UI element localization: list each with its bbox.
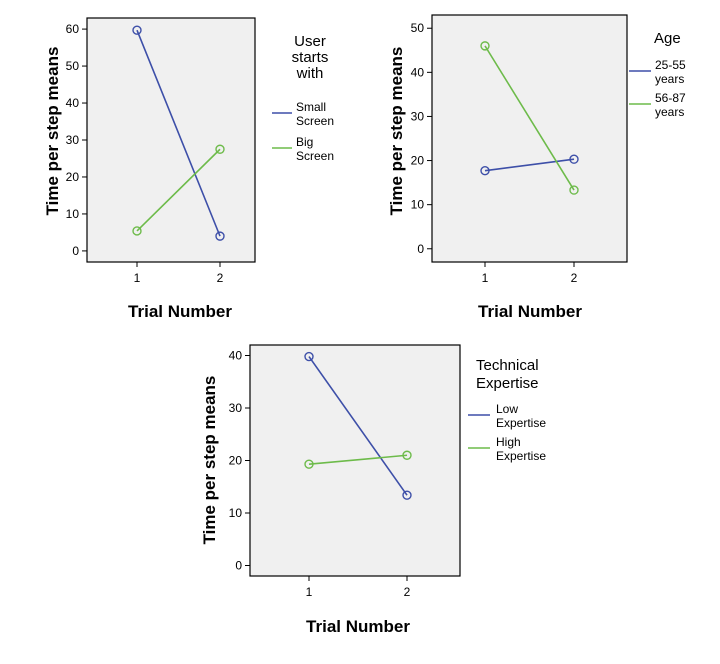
series-line-56-87-years: [484, 45, 575, 191]
y-axis-label: Time per step means: [200, 376, 219, 545]
legend-entry-label: Expertise: [496, 416, 546, 430]
legend-title: with: [296, 65, 324, 82]
series-line-25-55-years: [484, 158, 575, 172]
legend-entry-label: Expertise: [496, 449, 546, 463]
x-tick-label: 2: [217, 271, 224, 285]
legend-entry-label: 56-87: [655, 91, 686, 105]
y-tick-label: 50: [411, 21, 425, 35]
x-axis-label: Trial Number: [306, 617, 410, 636]
legend-entry-label: High: [496, 435, 521, 449]
plot-area: [86, 17, 256, 263]
data-point: [304, 459, 314, 469]
chart-1: 0 10 20 30 40 50 60 1 2 Time per step means Trial …: [43, 17, 334, 321]
legend-entry-label: Small: [296, 100, 326, 114]
y-tick-label: 10: [66, 207, 80, 221]
data-point: [480, 165, 490, 176]
legend-title: Technical: [476, 357, 539, 374]
y-axis-label: Time per step means: [43, 47, 62, 216]
data-point: [402, 490, 412, 500]
x-axis-label: Trial Number: [128, 302, 232, 321]
y-tick-label: 40: [411, 65, 425, 79]
data-point: [569, 154, 579, 164]
x-tick-label: 1: [306, 585, 313, 599]
y-tick-label: 10: [411, 198, 425, 212]
legend-entry-label: Low: [496, 402, 518, 416]
series-line-small-screen: [136, 29, 221, 237]
y-tick-label: 20: [66, 170, 80, 184]
data-point: [569, 185, 579, 195]
y-tick-label: 60: [66, 22, 80, 36]
legend-title: starts: [292, 49, 329, 66]
y-tick-label: 40: [229, 349, 243, 363]
legend-entry-label: years: [655, 105, 684, 119]
data-point: [132, 226, 142, 236]
legend-title: User: [294, 33, 326, 50]
x-tick-label: 2: [404, 585, 411, 599]
y-tick-label: 10: [229, 506, 243, 520]
y-tick-label: 0: [417, 242, 424, 256]
x-axis-label: Trial Number: [478, 302, 582, 321]
legend-title: Age: [654, 30, 681, 47]
x-tick-label: 1: [482, 271, 489, 285]
data-point: [215, 231, 225, 241]
y-axis-label: Time per step means: [387, 47, 406, 216]
y-tick-label: 0: [235, 559, 242, 573]
legend-entry-label: Screen: [296, 149, 334, 163]
data-point: [304, 351, 314, 362]
data-point: [215, 144, 225, 154]
legend-entry-label: Big: [296, 135, 313, 149]
series-line-big-screen: [136, 148, 221, 232]
data-point: [402, 450, 412, 460]
plot-area: [431, 14, 628, 263]
y-tick-label: 50: [66, 59, 80, 73]
legend-title: Expertise: [476, 375, 539, 392]
series-line-low-expertise: [308, 356, 408, 496]
data-point: [132, 25, 142, 35]
y-tick-label: 0: [72, 244, 79, 258]
data-point: [480, 41, 490, 51]
y-tick-label: 30: [229, 401, 243, 415]
legend-entry-label: Screen: [296, 114, 334, 128]
y-tick-label: 20: [411, 154, 425, 168]
legend-entry-label: 25-55: [655, 58, 686, 72]
series-line-high-expertise: [308, 454, 408, 465]
chart-3: 0 10 20 30 40 1 2 Time per step means Trial Numb…: [200, 344, 546, 636]
y-tick-label: 30: [66, 133, 80, 147]
y-tick-label: 30: [411, 109, 425, 123]
x-tick-label: 1: [134, 271, 141, 285]
x-tick-label: 2: [571, 271, 578, 285]
chart-2: 0 10 20 30 40 50 1 2 Time per step means Trial Nu…: [387, 14, 686, 321]
y-tick-label: 20: [229, 454, 243, 468]
y-tick-label: 40: [66, 96, 80, 110]
legend-entry-label: years: [655, 72, 684, 86]
